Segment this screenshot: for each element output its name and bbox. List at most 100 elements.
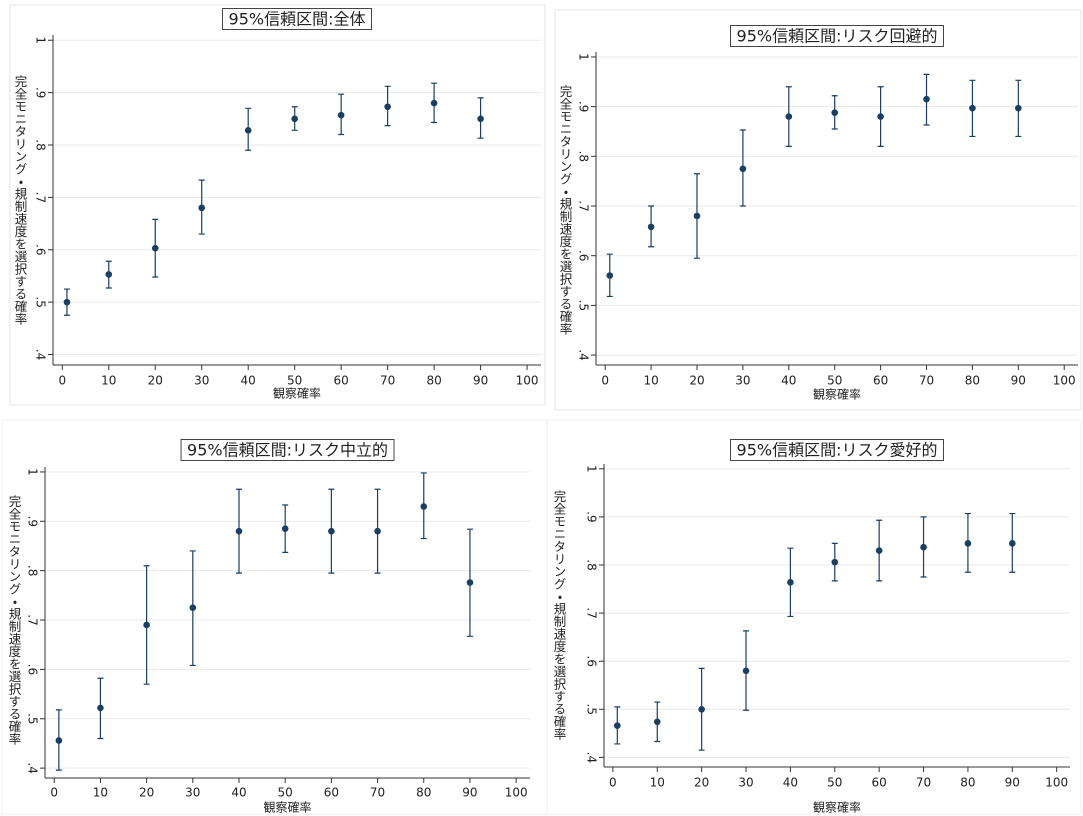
y-tick-label: .6 [34, 244, 48, 255]
y-axis-label: 完全モニタリング・規制速度を選択する確率 [552, 490, 567, 740]
y-tick-label: .5 [26, 713, 40, 724]
y-tick-label: .9 [585, 511, 599, 522]
x-tick-label: 50 [287, 374, 302, 388]
point [198, 204, 206, 212]
point [281, 525, 289, 533]
point [742, 667, 750, 675]
x-axis-label: 観察確率 [263, 800, 311, 815]
x-tick-label: 20 [139, 786, 154, 800]
x-tick-label: 60 [872, 776, 887, 790]
y-tick-label: .4 [26, 762, 40, 773]
y-axis-label: 完全モニタリング・規制速度を選択する確率 [13, 75, 28, 325]
y-tick-label: .5 [585, 704, 599, 715]
title-box [730, 25, 944, 47]
panel-frame [554, 9, 1082, 411]
point [693, 212, 701, 220]
y-tick-label: .8 [34, 139, 48, 150]
x-tick-label: 40 [783, 776, 798, 790]
chart-title: 95%信頼区間:リスク回避的 [737, 27, 938, 46]
x-tick-label: 20 [148, 374, 163, 388]
y-tick-label: 1 [577, 53, 591, 61]
panel-frame [546, 419, 1082, 815]
x-tick-label: 40 [231, 786, 246, 800]
x-tick-label: 50 [278, 786, 293, 800]
y-tick-label: .7 [34, 192, 48, 203]
y-tick-label: .7 [26, 614, 40, 625]
x-tick-label: 100 [505, 786, 528, 800]
x-tick-label: 10 [643, 374, 658, 388]
point [151, 244, 159, 252]
point [235, 527, 243, 535]
y-tick-label: .9 [26, 516, 40, 527]
x-tick-label: 60 [873, 374, 888, 388]
x-tick-label: 20 [694, 776, 709, 790]
x-tick-label: 0 [609, 776, 617, 790]
point [420, 503, 428, 510]
y-tick-label: .5 [577, 300, 591, 311]
point [831, 558, 839, 566]
point [63, 298, 71, 306]
x-tick-label: 90 [473, 374, 488, 388]
y-tick-label: .4 [577, 349, 591, 360]
point [606, 272, 614, 279]
point [1009, 540, 1016, 547]
x-tick-label: 70 [916, 776, 931, 790]
y-axis-label: 完全モニタリング・規制速度を選択する確率 [7, 495, 22, 745]
y-tick-label: .8 [577, 151, 591, 162]
x-tick-label: 100 [1045, 776, 1068, 790]
x-tick-label: 80 [965, 374, 980, 388]
x-tick-label: 40 [781, 374, 796, 388]
point [384, 103, 391, 111]
y-tick-label: .8 [585, 559, 599, 570]
y-tick-label: .4 [34, 349, 48, 360]
y-tick-label: .4 [585, 752, 599, 763]
point [143, 621, 150, 629]
point [787, 579, 794, 586]
point [785, 113, 793, 120]
chart-title: 95%信頼区間:リスク愛好的 [737, 441, 938, 460]
x-tick-label: 30 [185, 786, 200, 800]
x-tick-label: 60 [334, 374, 349, 388]
panel-frame [9, 4, 546, 406]
point [244, 127, 252, 134]
point [653, 718, 661, 726]
x-axis-label: 観察確率 [273, 386, 321, 401]
point [466, 579, 474, 586]
point [698, 705, 705, 713]
point [1015, 104, 1022, 112]
x-tick-label: 80 [426, 374, 441, 388]
chart-title: 95%信頼区間:リスク中立的 [187, 441, 388, 460]
x-tick-label: 10 [650, 776, 665, 790]
x-tick-label: 80 [416, 786, 431, 800]
y-tick-label: .9 [577, 101, 591, 112]
point [923, 95, 930, 103]
y-tick-label: .6 [26, 664, 40, 675]
point [189, 604, 197, 611]
x-tick-label: 80 [960, 776, 975, 790]
x-tick-label: 40 [241, 374, 256, 388]
x-tick-label: 90 [462, 786, 477, 800]
y-tick-label: .7 [577, 200, 591, 211]
y-tick-label: 1 [26, 468, 40, 476]
y-tick-label: 1 [34, 36, 48, 44]
x-tick-label: 20 [689, 374, 704, 388]
point [374, 527, 381, 535]
point [337, 111, 345, 119]
x-tick-label: 0 [58, 374, 66, 388]
point [328, 527, 335, 535]
y-tick-label: .7 [585, 607, 599, 618]
x-axis-label: 観察確率 [813, 387, 861, 402]
x-tick-label: 70 [919, 374, 934, 388]
x-tick-label: 60 [324, 786, 339, 800]
x-tick-label: 30 [735, 374, 750, 388]
x-tick-label: 100 [516, 374, 539, 388]
x-tick-label: 100 [1053, 374, 1076, 388]
y-tick-label: 1 [585, 465, 599, 473]
x-tick-label: 30 [738, 776, 753, 790]
x-tick-label: 50 [827, 374, 842, 388]
x-tick-label: 0 [50, 786, 58, 800]
panel-frame [1, 419, 548, 815]
point [920, 543, 927, 551]
point [291, 115, 298, 123]
point [964, 540, 972, 547]
